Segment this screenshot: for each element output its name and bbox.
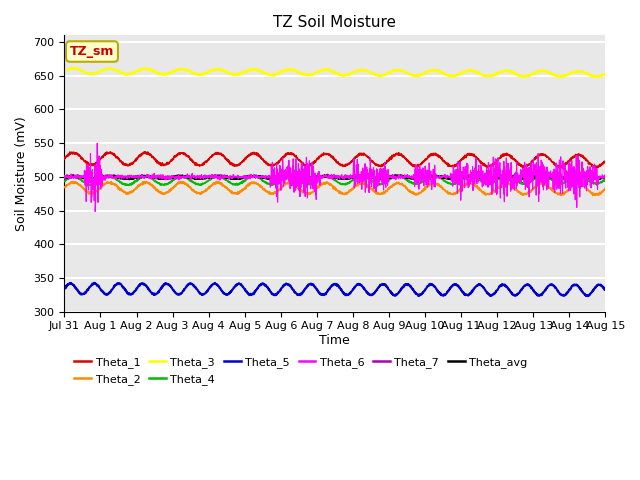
Theta_7: [211, 173, 219, 179]
Theta_7: [569, 173, 577, 179]
Theta_5: [602, 287, 609, 293]
Line: Theta_5: Theta_5: [65, 283, 605, 296]
Theta_7: [61, 174, 68, 180]
Theta_1: [212, 150, 220, 156]
X-axis label: Time: Time: [319, 334, 350, 347]
Theta_6: [569, 168, 577, 174]
Theta_2: [351, 184, 358, 190]
Theta_1: [554, 163, 561, 169]
Theta_7: [268, 177, 275, 182]
Theta_1: [569, 154, 577, 160]
Theta_4: [602, 176, 609, 181]
Theta_4: [362, 174, 370, 180]
Theta_5: [492, 289, 500, 295]
Theta_4: [569, 174, 577, 180]
Theta_1: [602, 158, 609, 164]
Theta_3: [351, 69, 358, 75]
Theta_6: [351, 173, 358, 179]
Title: TZ Soil Moisture: TZ Soil Moisture: [273, 15, 396, 30]
Theta_2: [61, 185, 68, 191]
Theta_3: [554, 73, 561, 79]
Theta_avg: [351, 174, 358, 180]
Theta_7: [602, 175, 609, 180]
Theta_avg: [569, 174, 577, 180]
Theta_6: [554, 170, 562, 176]
Theta_1: [351, 156, 358, 162]
Theta_3: [61, 68, 68, 73]
Theta_4: [539, 172, 547, 178]
Theta_5: [351, 285, 358, 290]
Theta_7: [363, 174, 371, 180]
Theta_2: [104, 179, 111, 184]
Theta_2: [569, 183, 577, 189]
Theta_3: [602, 71, 609, 77]
Theta_2: [492, 188, 500, 193]
Theta_6: [92, 209, 99, 215]
Theta_5: [362, 289, 370, 295]
Theta_7: [324, 171, 332, 177]
Theta_avg: [212, 174, 220, 180]
Theta_6: [93, 141, 101, 146]
Theta_7: [554, 174, 562, 180]
Theta_3: [212, 67, 220, 72]
Theta_1: [362, 153, 370, 158]
Theta_6: [61, 173, 68, 179]
Theta_1: [61, 156, 68, 162]
Theta_6: [363, 165, 371, 170]
Line: Theta_7: Theta_7: [65, 174, 605, 180]
Theta_2: [212, 181, 220, 187]
Theta_avg: [362, 174, 370, 180]
Theta_3: [555, 74, 563, 80]
Line: Theta_4: Theta_4: [65, 175, 605, 185]
Theta_2: [362, 181, 370, 187]
Theta_5: [212, 281, 220, 287]
Theta_6: [212, 172, 220, 178]
Theta_7: [493, 174, 500, 180]
Theta_avg: [125, 176, 133, 182]
Theta_1: [593, 165, 600, 171]
Line: Theta_3: Theta_3: [65, 68, 605, 77]
Theta_avg: [61, 175, 68, 181]
Theta_5: [554, 288, 561, 294]
Theta_4: [86, 182, 94, 188]
Theta_4: [492, 178, 500, 184]
Theta_avg: [602, 174, 609, 180]
Theta_1: [492, 158, 500, 164]
Theta_4: [554, 180, 562, 186]
Theta_3: [71, 65, 79, 71]
Theta_7: [351, 173, 358, 179]
Line: Theta_6: Theta_6: [65, 144, 605, 212]
Theta_4: [212, 174, 220, 180]
Line: Theta_avg: Theta_avg: [65, 176, 605, 179]
Theta_5: [90, 280, 98, 286]
Theta_3: [492, 72, 500, 77]
Theta_3: [569, 70, 577, 75]
Theta_5: [584, 293, 591, 299]
Theta_5: [61, 286, 68, 291]
Theta_4: [351, 177, 358, 182]
Theta_6: [493, 158, 500, 164]
Line: Theta_2: Theta_2: [65, 181, 605, 195]
Theta_avg: [493, 174, 500, 180]
Y-axis label: Soil Moisture (mV): Soil Moisture (mV): [15, 116, 28, 231]
Theta_2: [602, 185, 609, 191]
Line: Theta_1: Theta_1: [65, 152, 605, 168]
Theta_6: [602, 175, 609, 181]
Theta_1: [141, 149, 149, 155]
Legend: Theta_1, Theta_2, Theta_3, Theta_4, Theta_5, Theta_6, Theta_7, Theta_avg: Theta_1, Theta_2, Theta_3, Theta_4, Thet…: [70, 353, 532, 389]
Theta_2: [589, 192, 596, 198]
Theta_4: [61, 179, 68, 184]
Theta_avg: [554, 175, 562, 181]
Theta_avg: [397, 173, 404, 179]
Text: TZ_sm: TZ_sm: [70, 45, 114, 58]
Theta_5: [569, 283, 577, 288]
Theta_3: [362, 68, 370, 73]
Theta_2: [554, 191, 561, 197]
